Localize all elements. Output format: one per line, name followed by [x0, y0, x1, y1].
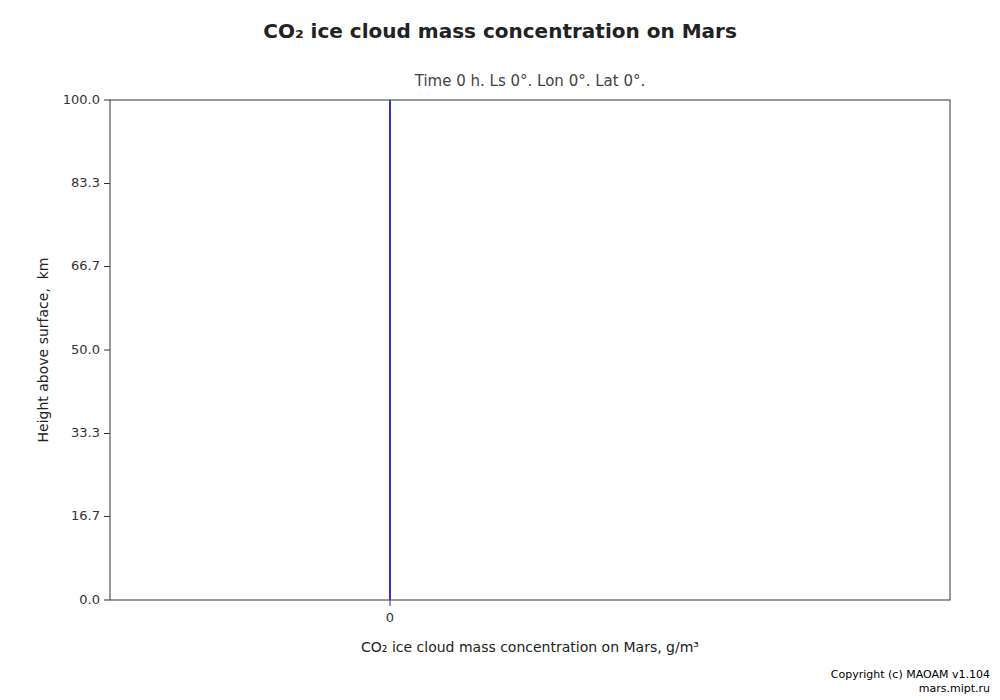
y-tick — [104, 433, 110, 434]
annotation: mars.mipt.ru — [919, 682, 990, 695]
title: CO₂ ice cloud mass concentration on Mars — [263, 19, 737, 43]
y-tick-label: 100.0 — [63, 92, 100, 107]
y-axis-label: Height above surface, km — [35, 258, 51, 443]
chart-container: CO₂ ice cloud mass concentration on Mars… — [0, 0, 1000, 700]
x-tick — [390, 600, 391, 606]
annotation: Copyright (c) MAOAM v1.104 — [831, 668, 990, 681]
x-tick-label: 0 — [386, 610, 394, 625]
y-tick-label: 0.0 — [79, 592, 100, 607]
x-axis-label: CO₂ ice cloud mass concentration on Mars… — [361, 639, 699, 655]
y-tick — [104, 100, 110, 101]
y-tick — [104, 183, 110, 184]
plot-frame — [110, 100, 950, 600]
y-tick — [104, 350, 110, 351]
x-axis: 0 — [386, 600, 394, 625]
y-tick — [104, 600, 110, 601]
y-tick — [104, 266, 110, 267]
y-tick-label: 66.7 — [71, 258, 100, 273]
y-tick-label: 16.7 — [71, 508, 100, 523]
y-tick-label: 83.3 — [71, 175, 100, 190]
y-axis: 0.0 16.7 33.3 50.0 66.7 83.3 100.0 — [63, 92, 110, 607]
plot-area — [390, 100, 391, 600]
y-tick — [104, 516, 110, 517]
subtitle: Time 0 h. Ls 0°. Lon 0°. Lat 0°. — [414, 72, 646, 90]
y-tick-label: 50.0 — [71, 342, 100, 357]
background — [0, 0, 1000, 700]
data-line — [389, 100, 391, 600]
y-tick-label: 33.3 — [71, 425, 100, 440]
chart: CO₂ ice cloud mass concentration on Mars… — [0, 0, 1000, 700]
